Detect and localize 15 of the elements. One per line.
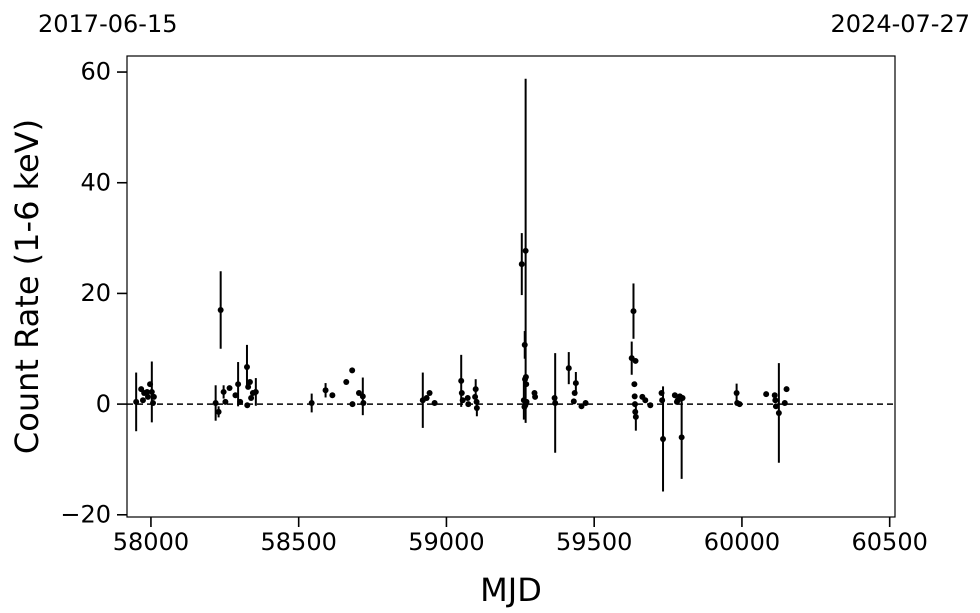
x-tick-label: 60000 bbox=[704, 528, 780, 556]
y-tick-label: 60 bbox=[80, 58, 111, 86]
x-tick-label: 58000 bbox=[112, 528, 190, 556]
y-tick-label: 0 bbox=[96, 390, 111, 418]
y-tick-label: 40 bbox=[80, 168, 111, 196]
y-tick-label: 20 bbox=[80, 279, 111, 308]
x-axis-title: MJD bbox=[480, 571, 542, 609]
x-tick-label: 59500 bbox=[556, 528, 632, 556]
y-axis-title: Count Rate (1-6 keV) bbox=[8, 118, 46, 454]
y-tick-label: −20 bbox=[60, 500, 111, 528]
x-tick-label: 58500 bbox=[260, 528, 337, 556]
x-tick-label: 59000 bbox=[408, 528, 485, 556]
x-tick-label: 60500 bbox=[852, 528, 928, 556]
text: 2017-06-15 bbox=[38, 10, 178, 38]
text: 2024-07-27 bbox=[830, 10, 970, 38]
